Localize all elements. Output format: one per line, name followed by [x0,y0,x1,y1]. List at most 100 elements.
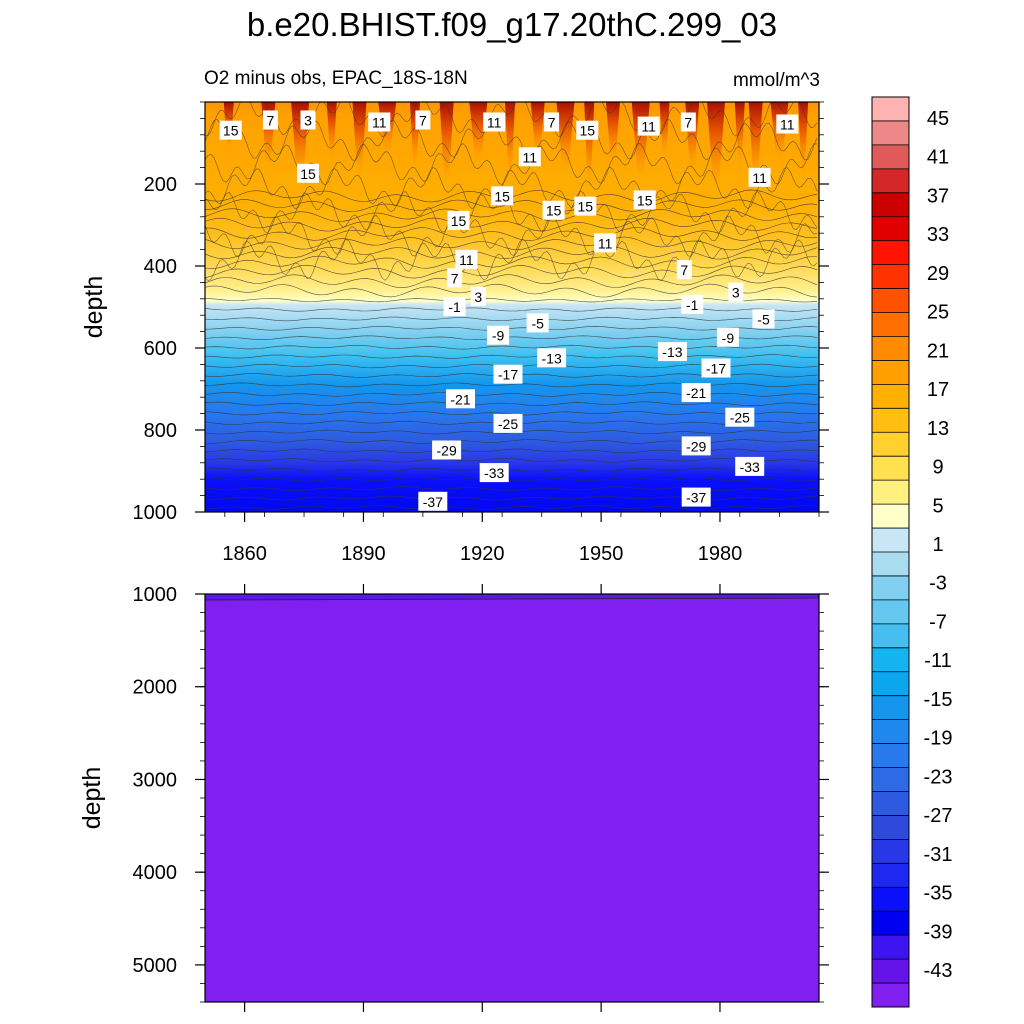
colorbar-swatch [872,575,909,601]
svg-text:-25: -25 [730,410,750,426]
lower-panel: 1000 2000 3000 4000 5000 depth [78,584,829,1003]
contour-label: 11 [483,112,506,132]
svg-text:-21: -21 [686,385,706,401]
colorbar-swatch [872,863,909,888]
svg-text:-1: -1 [686,297,699,313]
contour-label: -9 [487,325,510,345]
svg-text:7: 7 [684,115,692,131]
svg-text:-29: -29 [686,438,706,454]
contour-label: -25 [493,413,523,433]
colorbar-label: -35 [924,883,953,905]
contour-label: 15 [542,200,565,220]
anomaly-spike [748,102,763,182]
contour-label: 7 [544,112,560,132]
contour-label: -13 [537,348,567,368]
colorbar-swatch [872,480,909,505]
colorbar-swatch [872,887,909,912]
colorbar-swatch [872,719,909,744]
lower-ytick-label: 4000 [133,862,178,884]
contour-label: 3 [470,286,486,306]
colorbar-label: 9 [932,457,943,479]
contour-label: 15 [297,163,319,183]
svg-text:7: 7 [419,113,427,129]
contour-line [205,448,818,454]
upper-ytick-label: 600 [144,338,177,360]
contour-label: 11 [518,147,541,167]
colorbar-swatch [872,552,909,577]
svg-text:7: 7 [680,262,688,278]
svg-text:15: 15 [578,199,594,215]
contour-label: 3 [300,110,316,130]
colorbar-swatch [872,767,909,792]
contour-label: 15 [447,210,470,230]
contour-label: -21 [681,383,711,403]
contour-label: -29 [432,440,462,460]
contour-label: -29 [681,436,711,456]
colorbar-swatch [872,911,909,936]
svg-text:11: 11 [459,252,474,268]
contour-label: -37 [681,487,711,507]
contour-label: -37 [418,491,448,511]
colorbar-swatch [872,671,909,696]
contour-line [205,214,818,258]
contour-line [205,102,818,138]
contour-label: -13 [657,342,687,362]
svg-text:7: 7 [548,115,556,131]
anomaly-spike [659,102,670,158]
anomaly-spike [606,102,621,164]
contour-line [205,401,818,407]
anomaly-spike [530,102,545,156]
colorbar-label: 5 [932,495,943,517]
svg-text:15: 15 [546,203,562,219]
contour-line [205,439,818,444]
contour-line [205,264,818,279]
anomaly-spike [734,102,745,166]
contour-label: 7 [262,110,278,130]
lower-ylabel: depth [78,767,106,830]
svg-text:-29: -29 [436,443,456,459]
xtick-label: 1980 [698,543,743,565]
contour-label: -5 [526,313,549,333]
xtick-label: 1920 [460,543,505,565]
colorbar-label: 13 [927,418,949,440]
chart-subtitle: O2 minus obs, EPAC_18S-18N [204,68,468,89]
colorbar-swatch [872,983,909,1008]
contour-line [205,354,818,359]
colorbar-label: 37 [927,185,949,207]
surface-anomaly-spikes [223,102,809,188]
colorbar-label: 33 [927,224,949,246]
svg-text:-25: -25 [498,416,518,432]
colorbar-swatch [872,408,909,433]
contour-line [205,495,818,501]
svg-text:3: 3 [304,113,312,129]
contour-label: 7 [447,268,463,288]
anomaly-spike [439,102,454,184]
colorbar-label: -7 [929,611,947,633]
contour-line [205,486,818,491]
svg-text:3: 3 [474,289,482,305]
anomaly-spike [556,102,575,171]
contour-line [205,316,818,322]
colorbar-label: -31 [924,844,953,866]
contour-label: -9 [716,327,739,347]
contour-line [205,227,818,241]
colorbar-label: -39 [924,921,953,943]
contour-line [205,335,818,341]
colorbar-swatch [872,264,909,289]
colorbar-swatch [872,959,909,984]
colorbar-swatch [872,312,909,337]
svg-text:15: 15 [223,123,239,139]
contour-line [205,505,818,510]
contour-label: 3 [728,282,744,302]
contour-line [205,190,818,233]
svg-text:11: 11 [752,170,767,186]
contour-label: -21 [446,389,475,409]
upper-ylabel: depth [80,276,108,339]
svg-text:-13: -13 [541,350,561,366]
contour-label: 11 [748,167,771,187]
contour-label: 15 [574,196,597,216]
colorbar-swatch [872,647,909,673]
contour-label: 15 [576,120,599,140]
units-label: mmol/m^3 [733,70,820,91]
contour-line [205,307,818,312]
